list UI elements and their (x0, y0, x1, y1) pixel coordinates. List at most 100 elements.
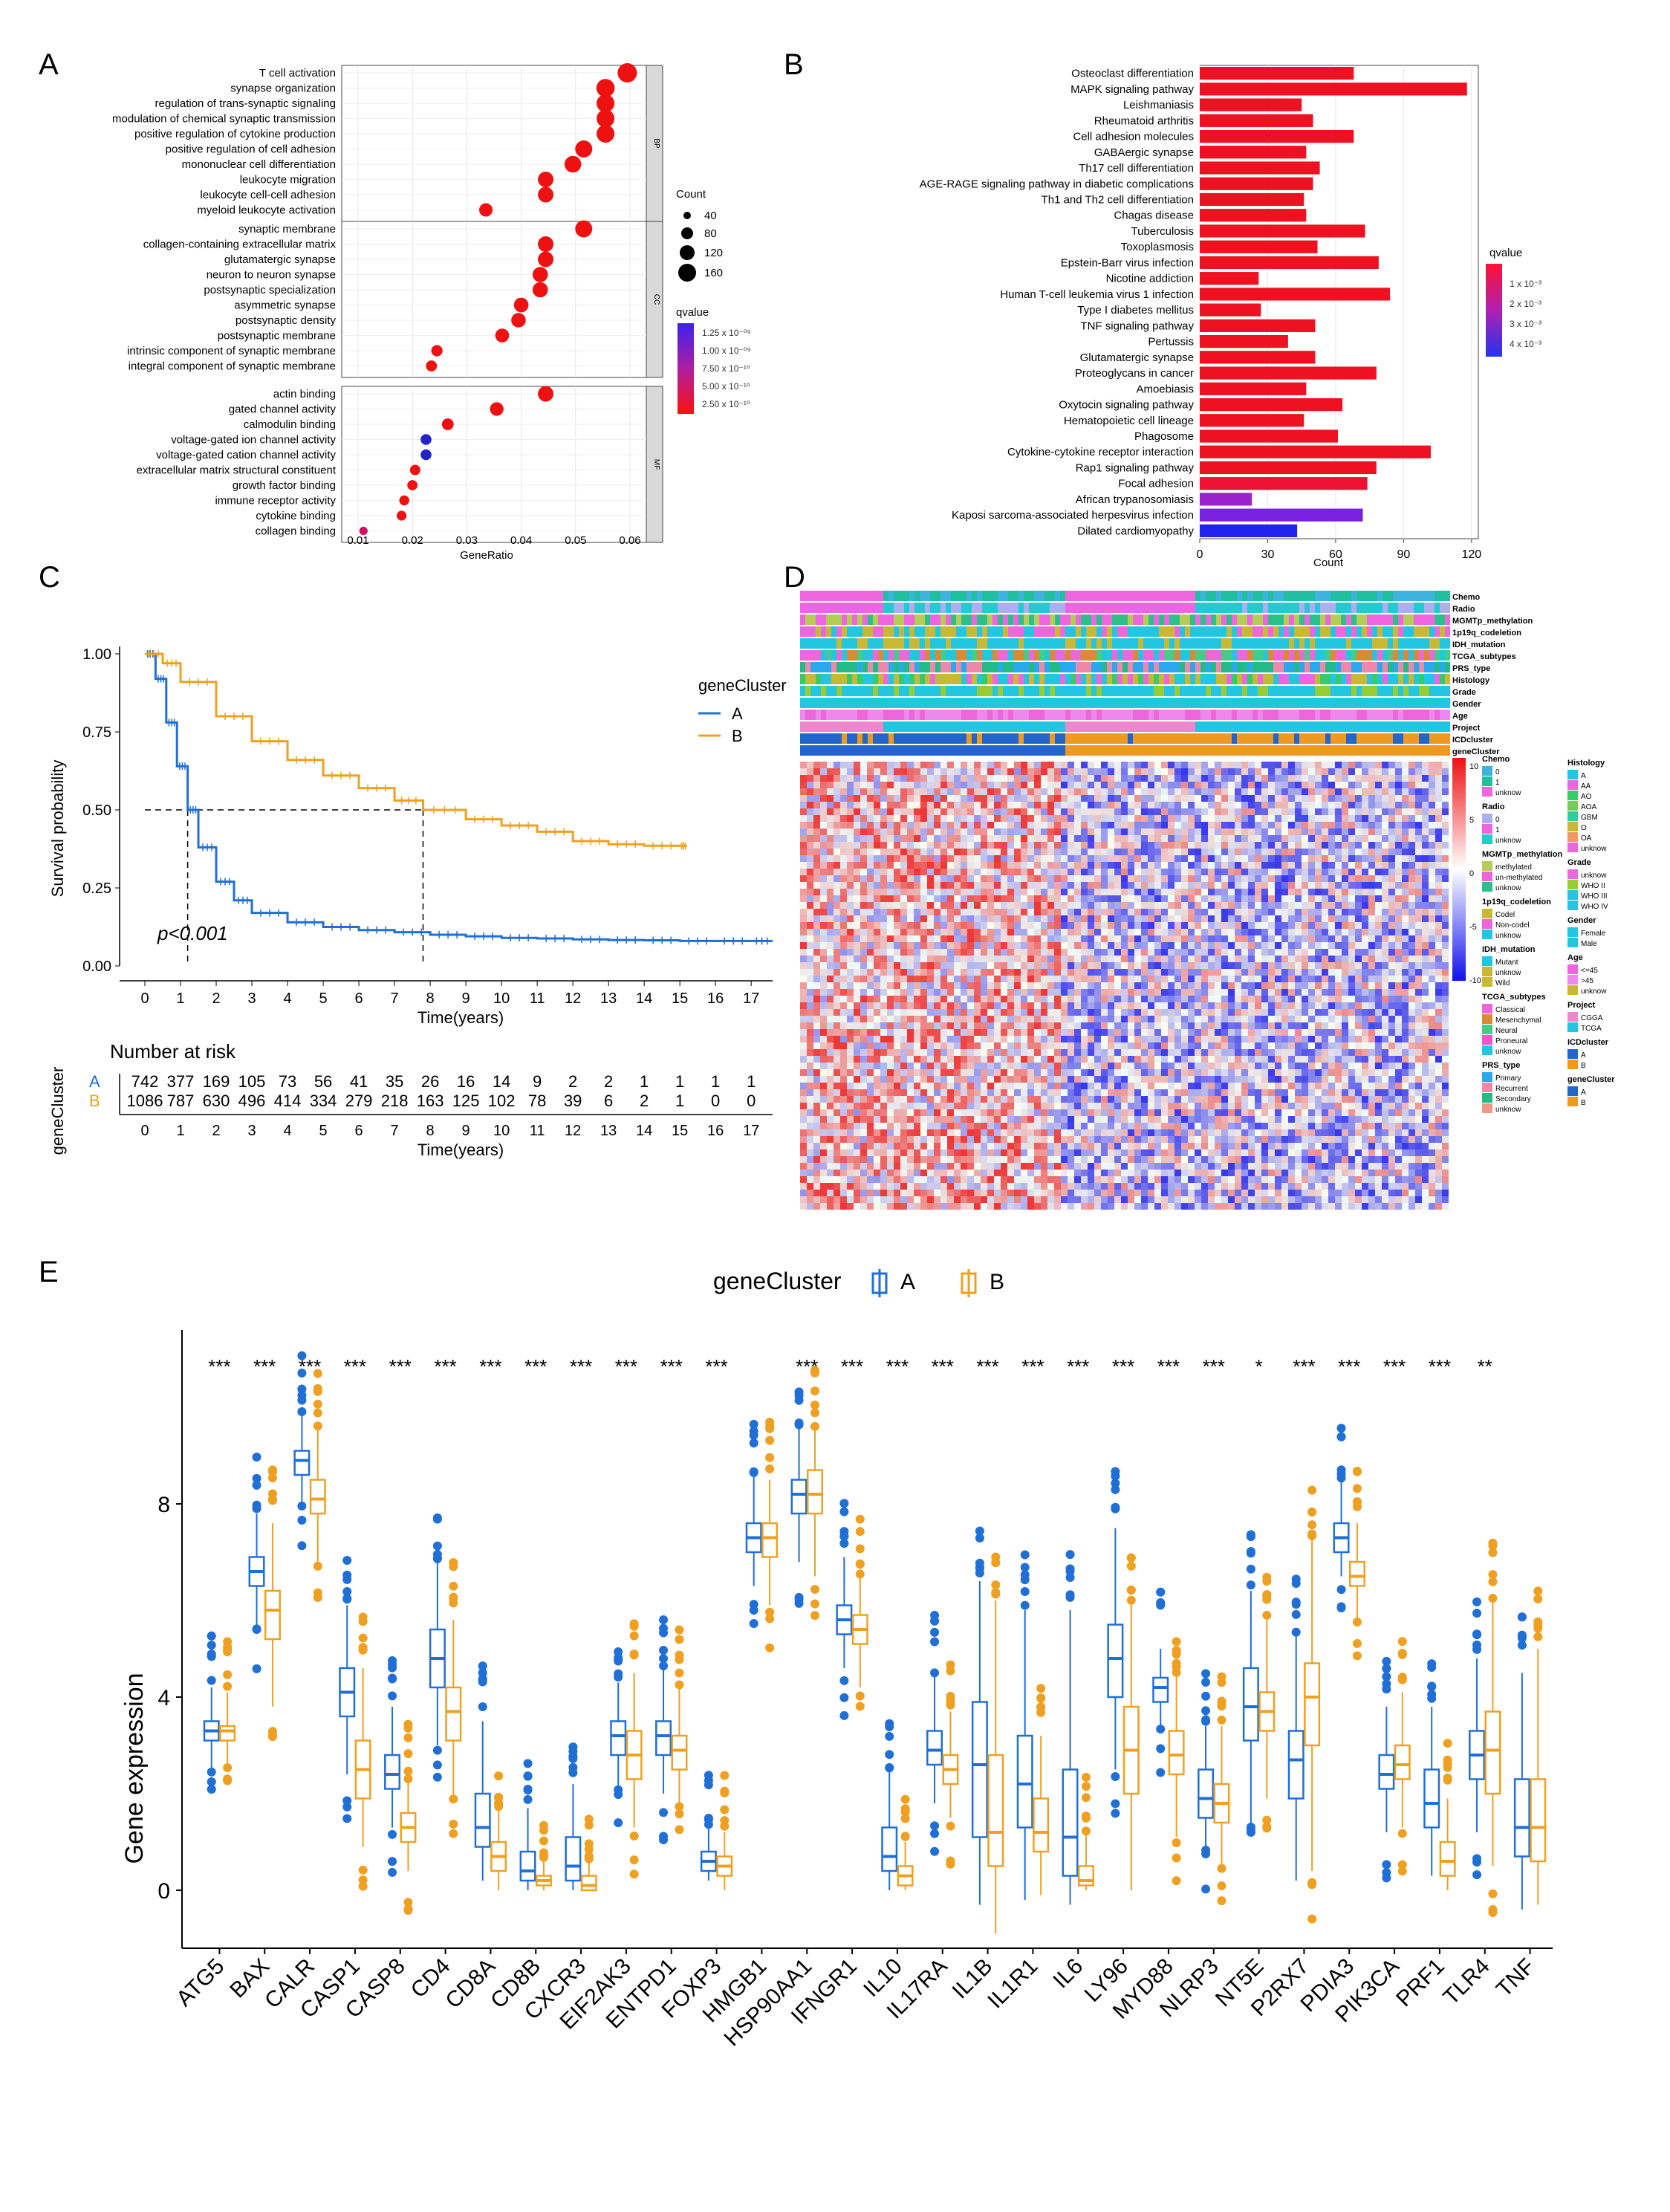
heatmap-cell (1088, 949, 1094, 956)
heatmap-cell (954, 815, 961, 822)
heatmap-cell (1201, 815, 1208, 822)
heatmap-cell (934, 788, 940, 795)
heatmap-cell (1255, 828, 1261, 835)
go-term-label: myeloid leukocyte activation (197, 204, 336, 217)
heatmap-cell (894, 882, 900, 889)
heatmap-cell (834, 1063, 840, 1069)
heatmap-cell (1368, 762, 1375, 768)
heatmap-cell (820, 1069, 827, 1076)
heatmap-cell (1435, 1029, 1442, 1036)
go-dot (490, 402, 504, 416)
heatmap-cell (1429, 956, 1435, 962)
heatmap-cell (813, 1009, 820, 1016)
risk-cell-a: 2 (604, 1072, 613, 1091)
heatmap-cell (1108, 822, 1114, 828)
heatmap-cell (1375, 802, 1382, 808)
heatmap-cell (1375, 782, 1382, 788)
heatmap-cell (1402, 842, 1409, 849)
heatmap-cell (1409, 762, 1415, 768)
heatmap-cell (987, 989, 994, 996)
heatmap-cell (1241, 976, 1248, 982)
heatmap-cell (1235, 989, 1241, 996)
heatmap-cell (854, 822, 860, 828)
heatmap-cell (900, 802, 907, 808)
heatmap-cell (1348, 976, 1355, 982)
heatmap-cell (907, 1022, 914, 1029)
go-facet-frame (341, 65, 647, 222)
heatmap-cell (1054, 996, 1061, 1002)
heatmap-cell (1395, 862, 1402, 869)
heatmap-cell (1241, 915, 1248, 922)
heatmap-cell (880, 956, 887, 962)
heatmap-cell (1141, 1029, 1148, 1036)
heatmap-cell (1388, 788, 1395, 795)
heatmap-cell (1068, 1009, 1074, 1016)
heatmap-cell (1141, 895, 1148, 902)
heatmap-cell (981, 989, 987, 996)
heatmap-cell (1295, 842, 1302, 849)
heatmap-cell (1328, 762, 1335, 768)
heatmap-cell (981, 849, 987, 855)
heatmap-cell (1215, 962, 1221, 969)
heatmap-cell (947, 976, 954, 982)
heatmap-cell (954, 849, 961, 855)
heatmap-cell (1168, 1029, 1174, 1036)
heatmap-cell (1041, 989, 1047, 996)
heatmap-cell (800, 788, 807, 795)
heatmap-cell (1021, 1029, 1027, 1036)
heatmap-cell (847, 1069, 854, 1076)
heatmap-cell (867, 862, 874, 869)
heatmap-cell (1188, 956, 1195, 962)
heatmap-cell (1335, 1002, 1342, 1009)
heatmap-cell (813, 949, 820, 956)
heatmap-cell (907, 822, 914, 828)
heatmap-cell (1068, 768, 1074, 775)
heatmap-cell (1054, 949, 1061, 956)
heatmap-cell (894, 982, 900, 989)
heatmap-cell (894, 942, 900, 949)
heatmap-cell (1121, 869, 1128, 875)
heatmap-cell (1201, 795, 1208, 802)
heatmap-cell (1154, 1029, 1161, 1036)
heatmap-cell (854, 855, 860, 862)
heatmap-cell (920, 782, 927, 788)
heatmap-cell (1047, 962, 1054, 969)
heatmap-cell (1168, 1069, 1174, 1076)
heatmap-cell (1429, 989, 1435, 996)
heatmap-cell (1034, 962, 1041, 969)
heatmap-cell (1061, 808, 1068, 815)
heatmap-cell (840, 855, 847, 862)
heatmap-cell (1201, 949, 1208, 956)
heatmap-cell (1342, 956, 1348, 962)
heatmap-cell (1094, 1063, 1101, 1069)
heatmap-cell (807, 902, 813, 909)
heatmap-cell (1208, 969, 1215, 976)
heatmap-cell (1208, 1036, 1215, 1042)
heatmap-cell (1302, 935, 1308, 942)
heatmap-cell (1001, 855, 1007, 862)
heatmap-cell (1422, 842, 1429, 849)
heatmap-cell (1275, 1049, 1281, 1056)
heatmap-cell (1148, 1042, 1154, 1049)
heatmap-cell (1302, 782, 1308, 788)
heatmap-cell (967, 1063, 974, 1069)
heatmap-cell (1195, 895, 1201, 902)
heatmap-cell (1395, 969, 1402, 976)
heatmap-cell (907, 1029, 914, 1036)
heatmap-cell (1228, 882, 1235, 889)
heatmap-cell (920, 802, 927, 808)
heatmap-cell (1054, 1002, 1061, 1009)
heatmap-cell (914, 942, 920, 949)
heatmap-cell (907, 862, 914, 869)
heatmap-cell (847, 956, 854, 962)
heatmap-cell (947, 942, 954, 949)
heatmap-cell (807, 828, 813, 835)
heatmap-cell (1148, 922, 1154, 929)
heatmap-cell (887, 1002, 894, 1009)
heatmap-cell (947, 869, 954, 875)
heatmap-cell (1248, 942, 1255, 949)
heatmap-cell (1021, 909, 1027, 915)
heatmap-cell (874, 1022, 880, 1029)
heatmap-cell (1295, 1009, 1302, 1016)
heatmap-cell (1422, 1009, 1429, 1016)
